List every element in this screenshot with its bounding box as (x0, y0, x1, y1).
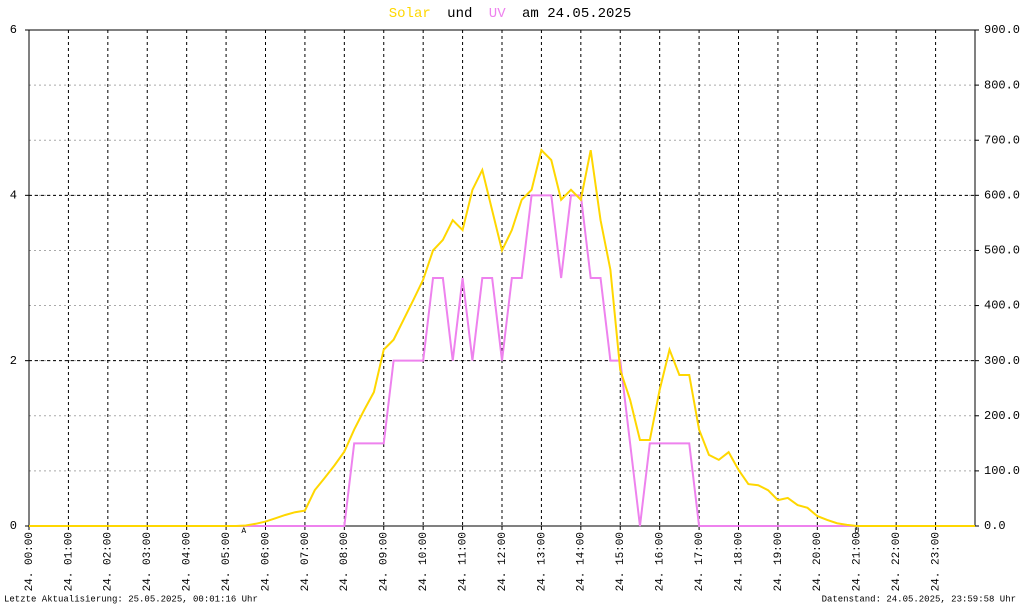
footer-left: Letzte Aktualisierung: 25.05.2025, 00:01… (4, 594, 258, 604)
x-tick-label: 24. 22:00 (891, 532, 903, 591)
chart-title: Solar und UV am 24.05.2025 (389, 6, 631, 22)
y-tick-label: 2 (10, 354, 17, 368)
x-tick-label: 24. 11:00 (457, 532, 469, 591)
x-tick-label: 24. 14:00 (576, 532, 588, 591)
x-tick-label: 24. 13:00 (536, 532, 548, 591)
x-tick-label: 24. 07:00 (300, 532, 312, 591)
y2-tick-label: 800.0 (984, 78, 1020, 92)
y2-tick-label: 400.0 (984, 299, 1020, 313)
x-tick-label: 24. 03:00 (142, 532, 154, 591)
series-line (29, 194, 975, 527)
x-tick-label: 24. 21:00 (852, 532, 864, 591)
x-tick-label: 24. 12:00 (497, 532, 509, 591)
x-tick-label: 24. 19:00 (773, 532, 785, 591)
y2-tick-label: 0.0 (984, 519, 1006, 533)
x-tick-label: 24. 16:00 (655, 532, 667, 591)
y2-tick-label: 600.0 (984, 189, 1020, 203)
x-tick-label: 24. 08:00 (339, 532, 351, 591)
y-tick-label: 4 (10, 189, 17, 203)
footer-right: Datenstand: 24.05.2025, 23:59:58 Uhr (822, 594, 1016, 604)
series-line (29, 148, 975, 527)
x-tick-label: 24. 18:00 (733, 532, 745, 591)
x-tick-label: 24. 15:00 (615, 532, 627, 591)
x-tick-label: 24. 06:00 (260, 532, 272, 591)
plot-frame (28, 29, 976, 527)
x-tick-label: 24. 04:00 (182, 532, 194, 591)
title-solar: Solar (389, 6, 431, 22)
y2-tick-label: 100.0 (984, 464, 1020, 478)
x-tick-label: 24. 01:00 (63, 532, 75, 591)
annotation: A (241, 527, 246, 536)
x-tick-label: 24. 09:00 (379, 532, 391, 591)
x-tick-label: 24. 02:00 (103, 532, 115, 591)
y-tick-label: 0 (10, 519, 17, 533)
x-tick-label: 24. 17:00 (694, 532, 706, 591)
y2-tick-label: 500.0 (984, 244, 1020, 258)
title-uv: UV (489, 6, 506, 22)
x-tick-label: 24. 20:00 (812, 532, 824, 591)
y2-tick-label: 200.0 (984, 409, 1020, 423)
y2-tick-label: 700.0 (984, 133, 1020, 147)
x-tick-label: 24. 00:00 (24, 532, 36, 591)
x-tick-label: 24. 10:00 (418, 532, 430, 591)
x-tick-label: 24. 23:00 (930, 532, 942, 591)
y2-tick-label: 300.0 (984, 354, 1020, 368)
title-date: am 24.05.2025 (522, 6, 631, 22)
x-tick-label: 24. 05:00 (221, 532, 233, 591)
y-tick-label: 6 (10, 23, 17, 37)
title-und: und (447, 6, 472, 22)
y2-tick-label: 900.0 (984, 23, 1020, 37)
annotation: U (854, 527, 859, 536)
